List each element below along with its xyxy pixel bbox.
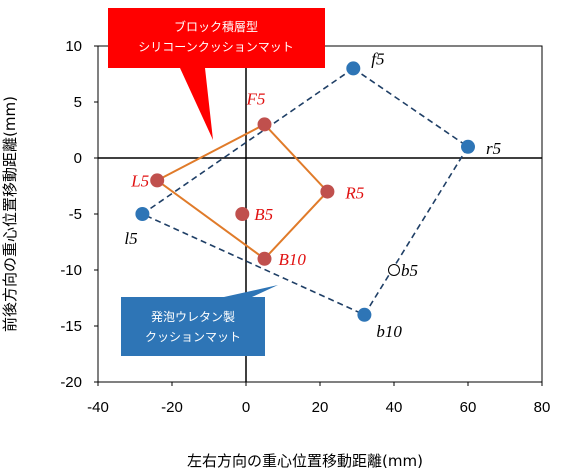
point-label-b5: b5	[401, 261, 418, 280]
callout-silicone-text-1: シリコーンクッションマット	[138, 40, 293, 54]
point-labels: f5 r5 b10 l5 b5 F5 R5 B10 L5 B5	[124, 49, 501, 340]
data-points	[135, 61, 475, 322]
x-axis-title: 左右方向の重心位置移動距離(mm)	[187, 452, 423, 468]
series-0-outline	[140, 67, 470, 316]
callout-urethane-box	[121, 285, 278, 356]
point-label-B5: B5	[254, 205, 273, 224]
point-label-l5: l5	[124, 229, 137, 248]
y-tick-label-0: 10	[65, 38, 82, 55]
x-tick-label-5: 60	[460, 399, 477, 416]
callout-urethane-text-1: クッションマット	[145, 330, 241, 344]
point-L5	[150, 173, 165, 188]
callout-urethane-text-0: 発泡ウレタン製	[151, 310, 235, 324]
point-label-f5: f5	[371, 49, 384, 68]
point-r5	[461, 139, 475, 154]
point-label-B10: B10	[279, 250, 307, 269]
x-tick-label-2: 0	[242, 399, 250, 416]
x-tick-label-6: 80	[534, 399, 551, 416]
callout-silicone-text-0: ブロック積層型	[174, 19, 258, 34]
point-b5	[388, 264, 400, 276]
point-label-b10: b10	[376, 322, 402, 341]
x-tick-label-3: 20	[312, 399, 329, 416]
point-B10	[257, 251, 272, 266]
x-tick-label-4: 40	[386, 399, 403, 416]
point-R5	[320, 184, 335, 199]
point-B5	[235, 207, 250, 221]
x-tick-labels: -40 -20 0 20 40 60 80	[87, 382, 550, 416]
series-polygons	[140, 67, 470, 316]
y-tick-labels: 10 5 0 -5 -10 -15 -20	[60, 38, 98, 391]
point-l5	[135, 207, 150, 221]
point-label-L5: L5	[130, 171, 149, 190]
y-tick-label-2: 0	[74, 150, 82, 167]
point-label-R5: R5	[344, 184, 364, 203]
point-F5	[257, 117, 272, 132]
y-tick-label-6: -20	[60, 374, 82, 391]
y-tick-label-1: 5	[74, 94, 82, 111]
callout-silicone-box	[108, 8, 325, 140]
point-label-r5: r5	[486, 139, 501, 158]
point-label-F5: F5	[246, 89, 266, 108]
x-tick-label-0: -40	[87, 399, 109, 416]
y-tick-label-5: -15	[60, 318, 82, 335]
point-b10	[357, 307, 372, 322]
y-axis-title: 前後方向の重心位置移動距離(mm)	[1, 96, 19, 332]
point-f5	[346, 61, 361, 76]
y-tick-label-3: -5	[69, 206, 82, 223]
x-tick-label-1: -20	[161, 399, 183, 416]
y-tick-label-4: -10	[60, 262, 82, 279]
